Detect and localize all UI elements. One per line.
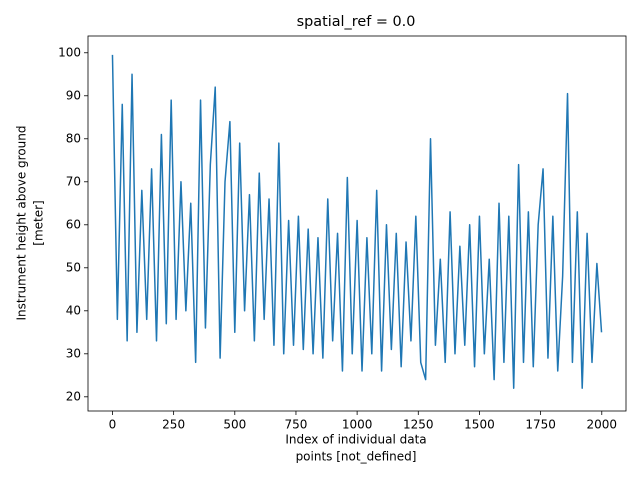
x-tick-label: 1500 (464, 418, 495, 432)
y-tick-label: 100 (58, 45, 81, 59)
x-tick-label: 250 (162, 418, 185, 432)
data-line (111, 54, 603, 389)
y-tick-label: 20 (66, 389, 81, 403)
x-tick-label: 1000 (342, 418, 373, 432)
y-tick-label: 60 (66, 217, 81, 231)
x-tick-label: 1750 (525, 418, 556, 432)
y-tick-label: 90 (66, 88, 81, 102)
x-tick-label: 750 (285, 418, 308, 432)
chart-title: spatial_ref = 0.0 (297, 14, 416, 30)
y-tick-label: 70 (66, 174, 81, 188)
x-tick-label: 0 (109, 418, 117, 432)
y-tick-label: 40 (66, 303, 81, 317)
x-tick-label: 1250 (403, 418, 434, 432)
y-tick-label: 30 (66, 346, 81, 360)
y-axis-label: [meter] (32, 200, 46, 245)
x-tick-label: 2000 (587, 418, 618, 432)
x-axis-label: points [not_defined] (296, 450, 417, 464)
y-tick-label: 50 (66, 260, 81, 274)
y-tick-label: 80 (66, 131, 81, 145)
plot-frame (87, 35, 627, 412)
y-axis-label: Instrument height above ground (15, 126, 29, 321)
x-axis-label: Index of individual data (285, 433, 426, 447)
x-tick-label: 500 (223, 418, 246, 432)
